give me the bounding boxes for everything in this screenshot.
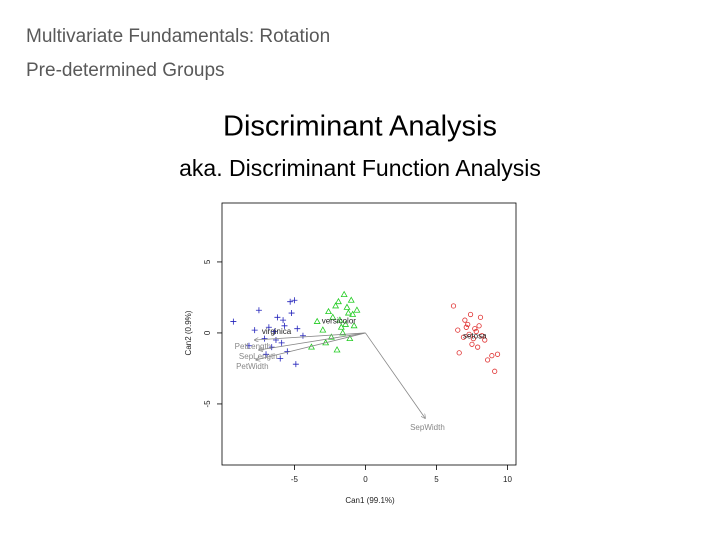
point — [245, 342, 252, 349]
point — [455, 327, 461, 333]
point — [346, 334, 354, 342]
slide-title: Discriminant Analysis — [223, 111, 497, 143]
point — [456, 350, 462, 356]
point — [333, 346, 341, 353]
point — [313, 317, 321, 324]
point — [473, 328, 479, 335]
point — [343, 303, 351, 310]
point — [479, 333, 485, 339]
point — [329, 313, 337, 320]
point — [353, 306, 361, 313]
header-line: Multivariate Fundamentals: Rotation — [26, 26, 330, 47]
group-label: versicolor — [322, 317, 357, 326]
point — [336, 316, 344, 323]
point — [344, 309, 352, 316]
y-axis-label: Can2 (0.9%) — [184, 310, 193, 355]
point — [494, 351, 501, 357]
vector-arrow — [255, 332, 366, 340]
point — [278, 339, 285, 346]
point — [347, 296, 355, 303]
point — [272, 337, 279, 344]
point — [319, 326, 327, 333]
point — [334, 297, 342, 305]
vector-label: PetWidth — [236, 362, 268, 371]
y-tick-label: 5 — [203, 259, 212, 264]
vector-arrow — [256, 332, 366, 360]
vector-label: SepLength — [239, 352, 278, 361]
point — [230, 318, 237, 325]
point — [327, 333, 335, 340]
point — [261, 335, 268, 342]
point — [476, 323, 482, 329]
group-label: virginica — [262, 327, 292, 336]
point — [489, 353, 495, 359]
y-tick-label: -5 — [203, 400, 212, 408]
point — [475, 344, 481, 350]
point — [299, 332, 306, 339]
vector-label: PetLength — [235, 342, 271, 351]
point — [277, 355, 284, 362]
point — [251, 327, 258, 334]
point — [492, 368, 498, 374]
point — [340, 290, 348, 297]
point — [462, 317, 468, 323]
group-label: setosa — [463, 331, 487, 340]
vector-label: SepWidth — [410, 423, 445, 432]
point — [280, 317, 287, 324]
vector-arrow — [259, 332, 366, 350]
point — [470, 336, 476, 342]
point — [465, 321, 471, 328]
point — [484, 357, 491, 363]
point — [263, 351, 270, 358]
point — [472, 326, 478, 332]
point — [466, 331, 472, 337]
point — [287, 298, 294, 305]
point — [337, 323, 345, 330]
point — [482, 337, 488, 343]
header-line: Pre-determined Groups — [26, 60, 225, 81]
x-tick-label: 0 — [363, 475, 368, 484]
x-tick-label: -5 — [291, 475, 299, 484]
point — [477, 314, 484, 320]
x-tick-label: 5 — [434, 475, 439, 484]
point — [467, 311, 474, 318]
point — [332, 302, 340, 309]
point — [288, 310, 295, 317]
point — [274, 314, 281, 321]
point — [325, 307, 333, 315]
point — [460, 334, 467, 340]
point — [450, 303, 457, 309]
point — [271, 328, 278, 335]
point — [294, 325, 301, 332]
plot-frame — [221, 202, 517, 466]
y-tick-label: 0 — [203, 330, 212, 335]
point — [350, 322, 358, 329]
x-tick-label: 10 — [503, 475, 512, 484]
point — [342, 320, 350, 327]
point — [291, 297, 298, 304]
point — [281, 322, 288, 329]
x-axis-label: Can1 (99.1%) — [345, 496, 395, 505]
point — [463, 324, 469, 330]
point — [255, 307, 262, 314]
slide-subtitle: aka. Discriminant Function Analysis — [179, 155, 541, 181]
point — [268, 344, 275, 351]
vector-arrow — [365, 332, 425, 418]
point — [339, 329, 347, 336]
point — [469, 341, 475, 347]
point — [292, 361, 299, 368]
point — [349, 310, 357, 317]
point — [265, 324, 272, 331]
